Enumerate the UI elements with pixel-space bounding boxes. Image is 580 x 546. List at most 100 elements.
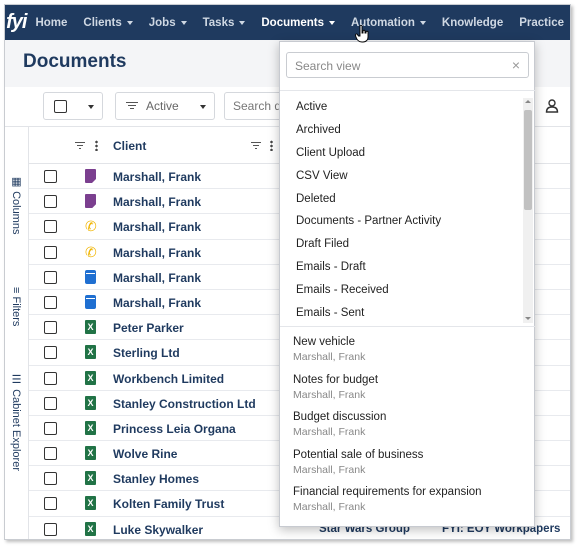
excel-icon[interactable]: X xyxy=(85,420,96,435)
row-checkbox[interactable] xyxy=(44,170,57,183)
filters-label: Filters xyxy=(10,296,22,327)
recent-document-client: Marshall, Frank xyxy=(293,463,366,476)
view-option[interactable]: Emails - Draft xyxy=(296,260,366,273)
view-option[interactable]: Active xyxy=(296,101,328,114)
view-option[interactable]: Draft Filed xyxy=(296,238,350,251)
excel-icon[interactable]: X xyxy=(85,471,96,486)
nav-item-documents[interactable]: Documents xyxy=(253,5,343,40)
row-checkbox[interactable] xyxy=(44,220,57,234)
client-link[interactable]: Workbench Limited xyxy=(113,371,225,386)
calendar-icon[interactable] xyxy=(85,294,96,309)
client-link[interactable]: Sterling Ltd xyxy=(113,346,180,361)
nav-item-label: Practice xyxy=(519,16,564,29)
app-window: fyi Home Clients Jobs Tasks Documents Automat… xyxy=(4,4,571,540)
client-link[interactable]: Princess Leia Organa xyxy=(113,421,236,436)
columns-panel-toggle[interactable]: ▦ Columns xyxy=(10,175,23,234)
chevron-down-icon xyxy=(180,20,187,25)
filters-panel-toggle[interactable]: ≡ Filters xyxy=(10,287,22,326)
row-checkbox[interactable] xyxy=(44,421,57,435)
note-icon[interactable] xyxy=(85,169,96,183)
cabinet-label: Cabinet Explorer xyxy=(10,389,22,471)
client-link[interactable]: Stanley Construction Ltd xyxy=(113,396,256,411)
row-checkbox[interactable] xyxy=(44,245,57,259)
client-link[interactable]: Marshall, Frank xyxy=(113,270,202,285)
user-icon[interactable] xyxy=(545,99,559,113)
scrollbar-thumb[interactable] xyxy=(524,110,532,210)
excel-icon[interactable]: X xyxy=(85,320,96,335)
column-menu-icon[interactable] xyxy=(270,140,273,151)
recent-documents-list: New vehicle Marshall, Frank Notes for budg… xyxy=(280,334,535,522)
recent-document-title: Notes for budget xyxy=(293,373,379,386)
calendar-icon[interactable] xyxy=(85,269,96,284)
nav-item-automation[interactable]: Automation xyxy=(343,5,434,40)
client-link[interactable]: Kolten Family Trust xyxy=(113,497,225,512)
row-checkbox[interactable] xyxy=(44,472,57,486)
row-checkbox[interactable] xyxy=(44,522,57,536)
excel-icon[interactable]: X xyxy=(85,370,96,385)
recent-document-item[interactable]: Notes for budget Marshall, Frank xyxy=(280,372,535,410)
client-link[interactable]: Luke Skywalker xyxy=(113,522,204,537)
search-input[interactable]: Search do xyxy=(224,92,284,120)
nav-item-tasks[interactable]: Tasks xyxy=(195,5,254,40)
client-link[interactable]: Marshall, Frank xyxy=(113,170,202,184)
phone-icon[interactable]: ✆ xyxy=(85,243,97,260)
fyi-logo[interactable]: fyi xyxy=(6,11,27,33)
client-link[interactable]: Peter Parker xyxy=(113,321,184,336)
view-option[interactable]: Documents - Partner Activity xyxy=(296,215,442,228)
row-checkbox[interactable] xyxy=(44,295,57,309)
excel-icon[interactable]: X xyxy=(85,521,96,536)
client-column-header[interactable]: Client xyxy=(113,139,147,153)
views-scrollbar[interactable] xyxy=(523,98,533,323)
client-link[interactable]: Wolve Rine xyxy=(113,447,178,462)
recent-document-item[interactable]: New vehicle Marshall, Frank xyxy=(280,334,535,372)
view-option[interactable]: Archived xyxy=(296,124,341,137)
row-checkbox[interactable] xyxy=(44,371,57,385)
filter-icon[interactable] xyxy=(75,142,85,150)
view-option[interactable]: Deleted xyxy=(296,192,336,205)
view-option[interactable]: Emails - Sent xyxy=(296,306,365,319)
scroll-down-icon[interactable] xyxy=(525,317,531,320)
view-filter-dropdown[interactable]: Active xyxy=(115,92,215,120)
row-checkbox[interactable] xyxy=(44,447,57,461)
row-checkbox[interactable] xyxy=(44,346,57,360)
clear-icon[interactable]: × xyxy=(511,57,520,73)
bulk-select-dropdown[interactable] xyxy=(43,92,103,120)
view-option[interactable]: CSV View xyxy=(296,169,348,182)
nav-item-home[interactable]: Home xyxy=(27,5,75,40)
note-icon[interactable] xyxy=(85,194,96,209)
row-checkbox[interactable] xyxy=(44,270,57,284)
client-link[interactable]: Marshall, Frank xyxy=(113,220,202,235)
row-checkbox[interactable] xyxy=(44,396,57,410)
recent-document-item[interactable]: Budget discussion Marshall, Frank xyxy=(280,409,535,447)
column-menu-icon[interactable] xyxy=(95,140,98,151)
client-link[interactable]: Marshall, Frank xyxy=(113,245,202,260)
cabinet-explorer-toggle[interactable]: ☰ Cabinet Explorer xyxy=(10,373,23,471)
recent-document-item[interactable]: Potential sale of business Marshall, Fran… xyxy=(280,447,535,485)
filters-icon: ≡ xyxy=(10,287,22,294)
select-all-checkbox[interactable] xyxy=(54,100,67,113)
scroll-up-icon[interactable] xyxy=(525,100,531,103)
view-option[interactable]: Emails - Received xyxy=(296,283,389,296)
excel-icon[interactable]: X xyxy=(85,345,96,360)
filter-icon[interactable] xyxy=(251,142,261,150)
row-checkbox[interactable] xyxy=(44,195,57,209)
nav-item-jobs[interactable]: Jobs xyxy=(141,5,195,40)
excel-icon[interactable]: X xyxy=(85,395,96,410)
phone-icon[interactable]: ✆ xyxy=(85,218,97,235)
recent-document-title: Financial requirements for expansion xyxy=(293,486,482,498)
nav-item-knowledge[interactable]: Knowledge xyxy=(434,5,511,40)
client-link[interactable]: Marshall, Frank xyxy=(113,295,202,310)
client-link[interactable]: Stanley Homes xyxy=(113,472,200,487)
nav-item-label: Home xyxy=(35,16,68,29)
row-checkbox[interactable] xyxy=(44,497,57,511)
chevron-down-icon xyxy=(88,105,94,109)
row-checkbox[interactable] xyxy=(44,321,57,335)
client-link[interactable]: Marshall, Frank xyxy=(113,195,202,210)
recent-document-item[interactable]: Financial requirements for expansion Mars… xyxy=(280,484,535,522)
excel-icon[interactable]: X xyxy=(85,446,96,461)
view-option[interactable]: Client Upload xyxy=(296,146,366,159)
excel-icon[interactable]: X xyxy=(85,496,96,511)
nav-item-practice[interactable]: Practice xyxy=(511,5,570,40)
view-search-input[interactable]: Search view × xyxy=(286,52,529,78)
nav-item-clients[interactable]: Clients xyxy=(75,5,140,40)
